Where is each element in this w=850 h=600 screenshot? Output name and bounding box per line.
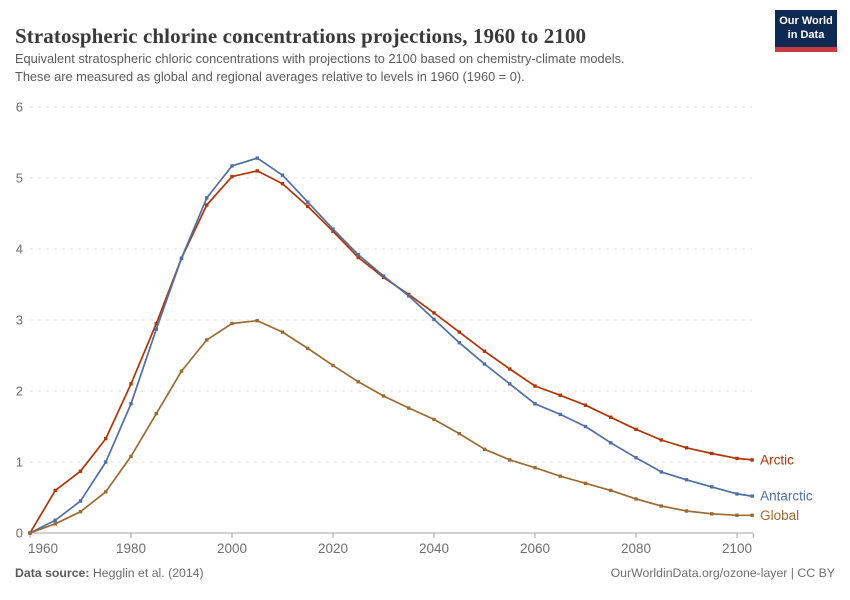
data-source-value: Hegglin et al. (2014) [89,566,204,580]
x-tick-label-2020: 2020 [318,541,348,556]
y-tick-label-5: 5 [16,171,23,186]
y-tick-label-4: 4 [16,242,23,257]
series-label-antarctic: Antarctic [760,489,813,504]
series-line-arctic [29,170,753,534]
chart-footer: Data source: Hegglin et al. (2014) OurWo… [15,566,835,580]
chart-area: 0 1 2 3 4 5 6 1960 1980 2000 2020 2040 2060 2080 2100 A… [0,95,850,565]
y-tick-label-1: 1 [16,455,23,470]
y-tick-label-3: 3 [16,313,23,328]
owid-logo-line1: Our World [779,15,833,27]
x-tick-label-1980: 1980 [116,541,146,556]
series-markers-antarctic [28,156,754,535]
series-markers-global [28,319,754,535]
y-tick-label-6: 6 [16,100,23,115]
owid-logo[interactable]: Our World in Data [775,10,837,52]
x-tick-label-2080: 2080 [621,541,651,556]
y-tick-label-0: 0 [16,526,23,541]
x-tick-label-1960: 1960 [28,541,58,556]
series-label-global: Global [760,508,799,523]
subtitle-line-2: These are measured as global and regiona… [15,68,525,84]
x-tick-label-2100: 2100 [722,541,752,556]
credit-link[interactable]: OurWorldinData.org/ozone-layer | CC BY [610,566,835,580]
data-source-label: Data source: [15,566,90,580]
y-tick-label-2: 2 [16,384,23,399]
series-line-global [29,319,753,534]
series-markers-arctic [28,169,754,535]
chart-subtitle: Equivalent stratospheric chloric concent… [15,50,775,85]
page-title: Stratospheric chlorine concentrations pr… [15,24,587,49]
owid-logo-line2: in Data [787,28,825,41]
x-tick-label-2040: 2040 [419,541,449,556]
series-line-antarctic [29,157,753,534]
data-source: Data source: Hegglin et al. (2014) [15,566,204,580]
line-chart-canvas: 0 1 2 3 4 5 6 1960 1980 2000 2020 2040 2060 2080 2100 A… [16,100,813,557]
x-tick-label-2000: 2000 [217,541,247,556]
series-label-arctic: Arctic [760,452,794,467]
subtitle-line-1: Equivalent stratospheric chloric concent… [15,51,625,66]
x-tick-label-2060: 2060 [520,541,550,556]
